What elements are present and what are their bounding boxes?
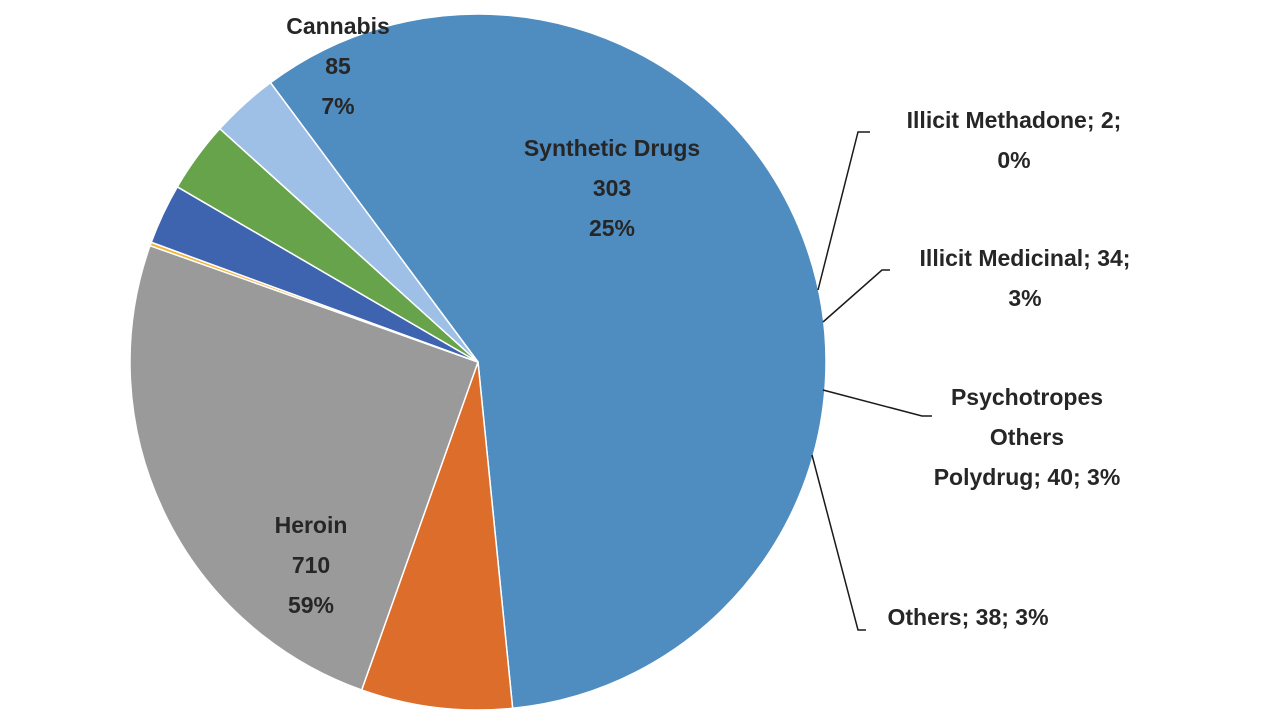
data-label-cannabis: Cannabis 85 7% [286,13,390,119]
data-label-line: Synthetic Drugs [524,135,700,161]
data-label-heroin: Heroin 710 59% [275,512,348,618]
slices-layer [129,13,827,711]
data-label-line: Polydrug; 40; 3% [934,464,1121,490]
data-label-line: Illicit Methadone; 2; [907,107,1122,133]
data-label-illicit-methadone: Illicit Methadone; 2; 0% [907,107,1122,173]
data-label-line: 0% [997,147,1030,173]
labels-layer: Heroin 710 59% Cannabis 85 7% Synthetic Drugs 3… [275,13,1131,630]
data-label-line: Heroin [275,512,348,538]
pie-slice-heroin [269,13,827,710]
data-label-line: 25% [589,215,635,241]
data-label-line: 303 [593,175,631,201]
data-label-line: Others; 38; 3% [887,604,1048,630]
leader-line-illicit-methadone [817,131,870,291]
data-label-line: Psychotropes [951,384,1103,410]
leader-lines-layer [811,131,932,631]
data-label-line: 3% [1008,285,1041,311]
data-label-line: 7% [321,93,354,119]
pie-slice-others [218,81,479,363]
data-label-line: Cannabis [286,13,390,39]
data-label-others: Others; 38; 3% [887,604,1048,630]
leader-line-illicit-medicinal [822,269,890,323]
data-label-psychotropes-others-polydrug: Psychotropes Others Polydrug; 40; 3% [934,384,1121,490]
data-label-line: 59% [288,592,334,618]
data-label-line: Illicit Medicinal; 34; [920,245,1131,271]
leader-line-others [811,454,866,631]
pie-slice-synthetic-drugs [129,244,479,691]
data-label-synthetic-drugs: Synthetic Drugs 303 25% [524,135,700,241]
data-label-line: 710 [292,552,330,578]
pie-slice-cannabis [360,361,514,711]
data-label-line: Others [990,424,1064,450]
data-label-line: 85 [325,53,351,79]
leader-line-psychotropes-others-polydrug [822,389,932,417]
data-label-illicit-medicinal: Illicit Medicinal; 34; 3% [920,245,1131,311]
